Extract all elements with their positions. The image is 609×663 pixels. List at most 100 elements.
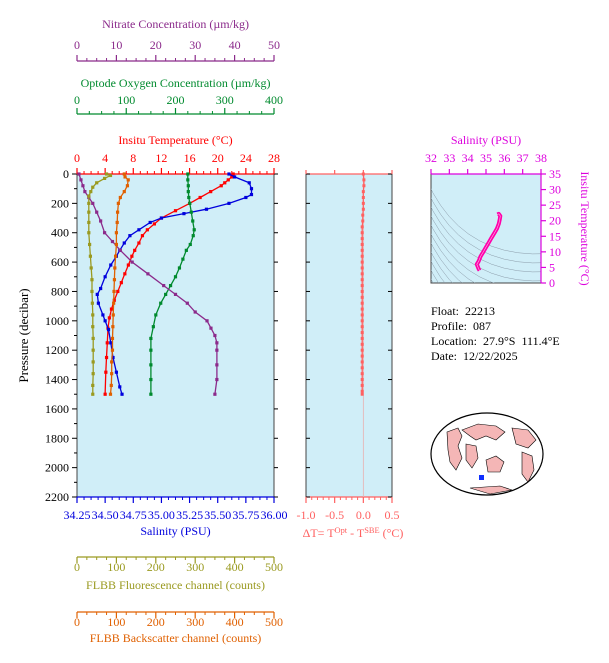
- pressure-tick-label: 1200: [45, 343, 69, 357]
- nitrate-data-point: [173, 292, 178, 296]
- oxygen-tick-label: 100: [117, 93, 135, 107]
- backscatter-tick-label: 200: [147, 615, 165, 629]
- temperature-data-point: [105, 341, 109, 345]
- temperature-tick-label: 20: [212, 151, 224, 165]
- salinity-data-point: [114, 370, 118, 374]
- backscatter-data-point: [110, 348, 115, 352]
- salinity-data-point: [109, 263, 113, 267]
- salinity-data-point: [106, 328, 111, 332]
- oxygen-data-point: [149, 336, 153, 341]
- fluorescence-data-point: [87, 201, 91, 205]
- delta-t-data-point: [360, 289, 364, 293]
- delta-t-data-point: [360, 383, 364, 387]
- ts-isopycnal: [431, 206, 541, 273]
- delta-t-data-point: [360, 272, 364, 276]
- ts-curve-highlight: [476, 213, 501, 271]
- delta-t-data-point: [360, 284, 364, 288]
- backscatter-data-point: [114, 254, 118, 258]
- delta-t-data-point: [360, 342, 364, 346]
- oxygen-data-point: [189, 210, 193, 214]
- oxygen-tick-label: 300: [216, 93, 234, 107]
- oxygen-data-point: [149, 392, 153, 396]
- delta-t-data-point: [360, 237, 364, 241]
- backscatter-tick-label: 0: [74, 615, 80, 629]
- temperature-axis-title: Insitu Temperature (°C): [118, 133, 232, 147]
- location-row: Location: 27.9°S 111.4°E: [431, 334, 560, 349]
- delta-t-data-point: [360, 242, 364, 246]
- fluorescence-tick-label: 300: [186, 560, 204, 574]
- temperature-profile-line: [104, 173, 234, 395]
- land-mass: [521, 451, 535, 483]
- salinity-tick-label: 34.75: [120, 508, 147, 522]
- ts-isopycnal: [431, 197, 541, 264]
- delta-t-data-point: [360, 278, 364, 282]
- delta-t-data-point: [361, 195, 365, 199]
- nitrate-data-point: [95, 210, 99, 214]
- fluorescence-data-point: [89, 190, 93, 194]
- fluorescence-data-point: [88, 254, 92, 258]
- nitrate-tick-label: 10: [110, 38, 122, 52]
- fluorescence-data-point: [102, 176, 107, 181]
- delta-t-data-point: [362, 178, 366, 182]
- oxygen-data-point: [181, 257, 185, 261]
- ts-salinity-tick-label: 36: [498, 151, 510, 165]
- salinity-tick-label: 35.75: [232, 508, 259, 522]
- delta-t-data-point: [361, 201, 365, 205]
- ts-salinity-tick-label: 35: [480, 151, 492, 165]
- pressure-tick-label: 1000: [45, 314, 69, 328]
- oxygen-data-point: [151, 325, 155, 329]
- fluorescence-data-point: [95, 181, 99, 185]
- float-info-block: Float: 22213 Profile: 087 Location: 27.9…: [431, 304, 560, 364]
- pressure-tick-label: 2000: [45, 461, 69, 475]
- nitrate-data-point: [213, 333, 217, 338]
- temperature-tick-label: 4: [102, 151, 108, 165]
- nitrate-data-point: [215, 341, 219, 345]
- salinity-data-point: [103, 275, 107, 279]
- salinity-data-point: [148, 220, 152, 225]
- temperature-tick-label: 24: [240, 151, 252, 165]
- ts-temperature-tick-label: 5: [549, 260, 555, 274]
- fluorescence-tick-label: 200: [147, 560, 165, 574]
- delta-t-data-point: [360, 360, 364, 364]
- salinity-axis-title: Salinity (PSU): [140, 524, 210, 538]
- delta-t-data-point: [360, 248, 364, 252]
- oxygen-data-point: [191, 219, 195, 223]
- backscatter-data-point: [122, 172, 126, 176]
- delta-t-data-point: [361, 219, 365, 223]
- backscatter-data-point: [115, 210, 120, 214]
- nitrate-data-point: [146, 272, 150, 276]
- ts-plot-area: [430, 173, 542, 284]
- world-map-globe: [430, 412, 544, 496]
- delta-t-data-point: [361, 190, 365, 194]
- ts-isopycnal: [431, 233, 476, 283]
- delta-t-data-point: [361, 207, 365, 211]
- temperature-tick-label: 28: [268, 151, 280, 165]
- land-mass: [465, 443, 479, 469]
- delta-t-data-point: [360, 231, 364, 235]
- temperature-data-point: [104, 355, 109, 360]
- delta-t-data-point: [360, 336, 364, 340]
- fluorescence-data-point: [87, 194, 91, 198]
- pressure-tick-label: 600: [51, 255, 69, 269]
- pressure-tick-label: 1400: [45, 373, 69, 387]
- temperature-data-point: [230, 175, 234, 179]
- pressure-tick-label: 1800: [45, 431, 69, 445]
- oxygen-axis-title: Optode Oxygen Concentration (µm/kg): [81, 76, 271, 90]
- ts-isopycnal: [431, 188, 541, 255]
- delta-t-data-point: [360, 392, 364, 396]
- salinity-data-point: [120, 392, 124, 396]
- temperature-tick-label: 12: [155, 151, 167, 165]
- date-label: Date:: [431, 349, 457, 363]
- oxygen-data-point: [188, 242, 192, 247]
- fluorescence-data-point: [91, 392, 95, 396]
- ts-temperature-tick-label: 10: [549, 245, 561, 259]
- ts-temperature-axis-title: Insitu Temperature (°C): [578, 171, 592, 285]
- nitrate-data-point: [193, 310, 197, 314]
- backscatter-data-point: [110, 360, 114, 364]
- backscatter-data-point: [123, 175, 127, 179]
- land-mass: [511, 427, 537, 449]
- temperature-data-point: [152, 222, 156, 226]
- backscatter-tick-label: 400: [226, 615, 244, 629]
- temperature-data-point: [231, 172, 235, 176]
- salinity-data-point: [204, 207, 209, 211]
